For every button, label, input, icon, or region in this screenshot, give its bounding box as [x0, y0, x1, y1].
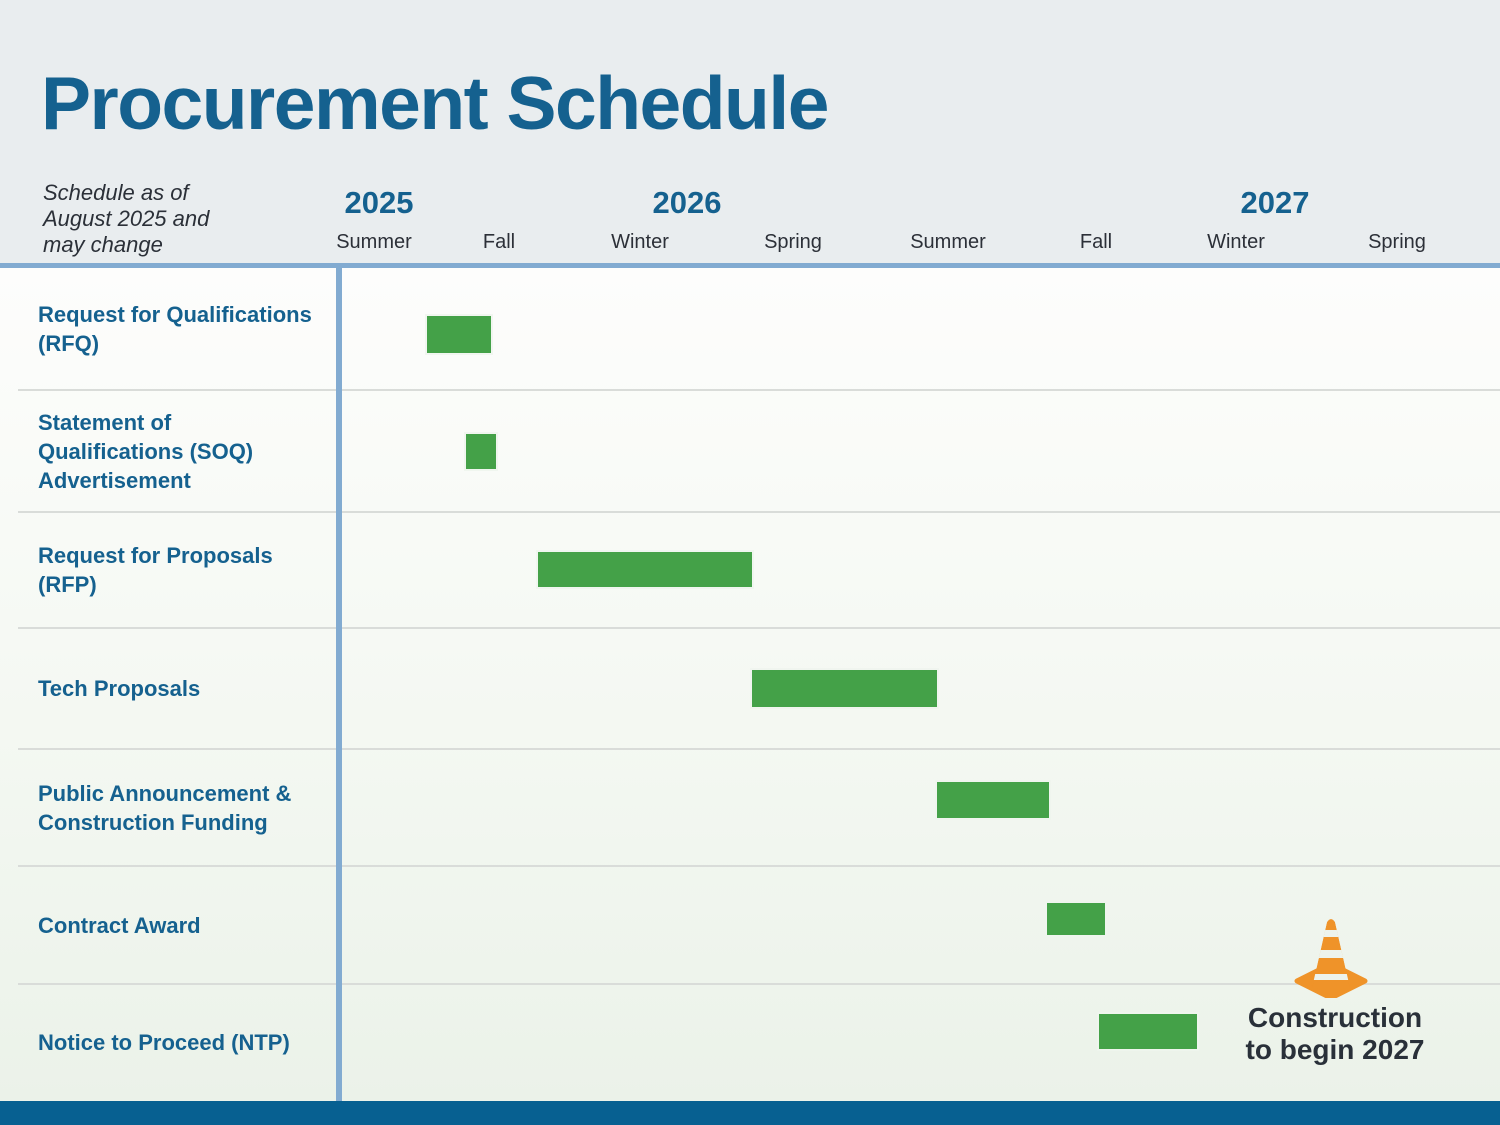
task-row: Statement of Qualifications (SOQ) Advert…: [0, 390, 1500, 512]
row-divider: [18, 748, 1500, 750]
page-title: Procurement Schedule: [41, 61, 829, 145]
season-label-4-summer: Summer: [910, 231, 986, 253]
row-divider: [18, 627, 1500, 629]
row-divider: [18, 511, 1500, 513]
construction-annotation-line2: to begin 2027: [1245, 1034, 1425, 1065]
year-label-2025: 2025: [344, 185, 414, 220]
task-row: Contract Award: [0, 866, 1500, 984]
season-label-7-spring: Spring: [1368, 231, 1426, 253]
traffic-cone-icon: [1291, 918, 1371, 1001]
year-label-2027: 2027: [1240, 185, 1310, 220]
season-label-1-fall: Fall: [482, 231, 516, 253]
schedule-disclaimer: Schedule as of August 2025 and may chang…: [43, 180, 210, 257]
season-label-2-winter: Winter: [611, 231, 669, 253]
construction-annotation-line1: Construction: [1247, 1002, 1423, 1033]
task-label: Notice to Proceed (NTP): [38, 1030, 290, 1055]
task-label: Contract Award: [38, 912, 201, 938]
construction-annotation: Construction to begin 2027: [1246, 1002, 1425, 1066]
task-row: Notice to Proceed (NTP): [0, 984, 1500, 1101]
gantt-chart-area: Request for Qualifications (RFQ) Statemen…: [0, 268, 1500, 1101]
gantt-bar: [538, 552, 752, 587]
row-divider: [18, 983, 1500, 985]
label-column-divider-line: [336, 268, 342, 1101]
timeline-divider-line: [0, 263, 1500, 268]
season-label-6-winter: Winter: [1207, 231, 1265, 253]
task-label: Public Announcement & Construction Fundi…: [38, 780, 292, 835]
task-row: Request for Qualifications (RFQ): [0, 268, 1500, 390]
gantt-bar: [1047, 903, 1105, 935]
year-label-2026: 2026: [652, 185, 722, 220]
gantt-bar: [427, 316, 491, 353]
gantt-bar: [1099, 1014, 1197, 1049]
gantt-bar: [466, 434, 496, 469]
row-divider: [18, 865, 1500, 867]
task-label: Statement of Qualifications (SOQ) Advert…: [38, 409, 254, 493]
task-row: Tech Proposals: [0, 628, 1500, 749]
season-label-3-spring: Spring: [764, 231, 822, 253]
gantt-bar: [752, 670, 937, 707]
gantt-bar: [937, 782, 1049, 818]
season-label-5-fall: Fall: [1079, 231, 1113, 253]
row-divider: [18, 389, 1500, 391]
timeline-header: 2025 2026 2027 Summer Fall Winter Spring Summer…: [0, 0, 1500, 263]
task-row: Request for Proposals (RFP): [0, 512, 1500, 628]
task-row: Public Announcement & Construction Fundi…: [0, 749, 1500, 866]
footer-accent-bar: [0, 1101, 1500, 1125]
task-label: Request for Proposals (RFP): [38, 543, 273, 597]
task-label: Request for Qualifications (RFQ): [38, 302, 312, 356]
season-label-0-summer: Summer: [336, 231, 412, 253]
task-label: Tech Proposals: [38, 676, 201, 701]
